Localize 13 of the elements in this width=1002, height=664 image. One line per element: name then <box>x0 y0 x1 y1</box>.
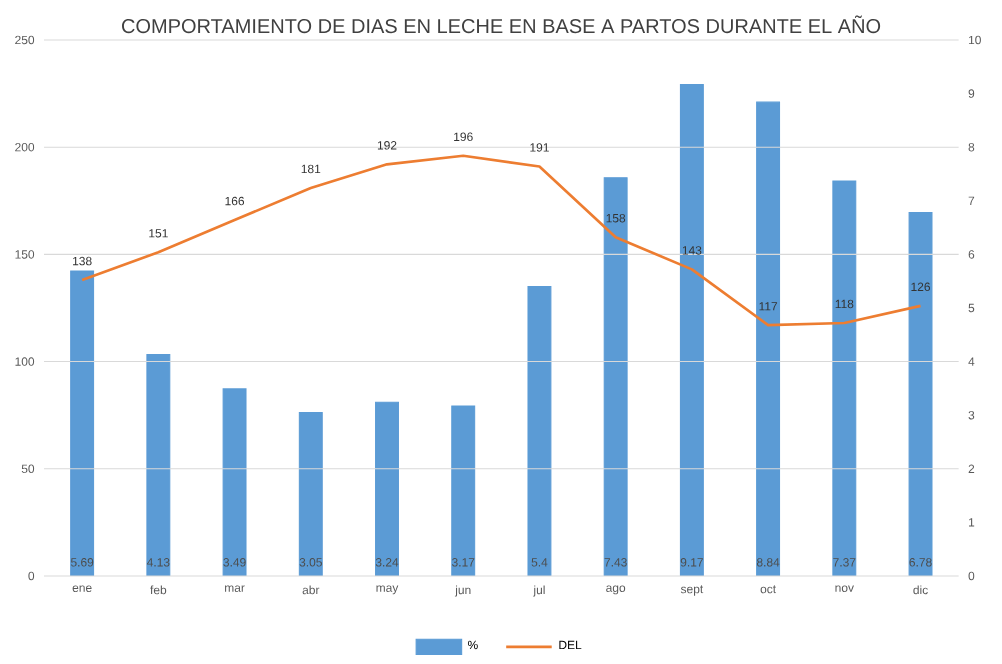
bar <box>222 388 247 577</box>
bar <box>375 401 399 577</box>
bar <box>603 177 628 577</box>
bar <box>146 354 171 577</box>
bar <box>451 405 476 577</box>
bar <box>679 84 704 577</box>
bar <box>70 270 95 577</box>
bar <box>527 286 552 577</box>
bar <box>298 412 323 577</box>
chart-title: COMPORTAMIENTO DE DIAS EN LECHE EN BASE A PARTOS DURANTE EL AÑO <box>122 15 881 34</box>
bar <box>908 212 933 577</box>
bar <box>756 101 781 577</box>
bar <box>832 180 857 577</box>
